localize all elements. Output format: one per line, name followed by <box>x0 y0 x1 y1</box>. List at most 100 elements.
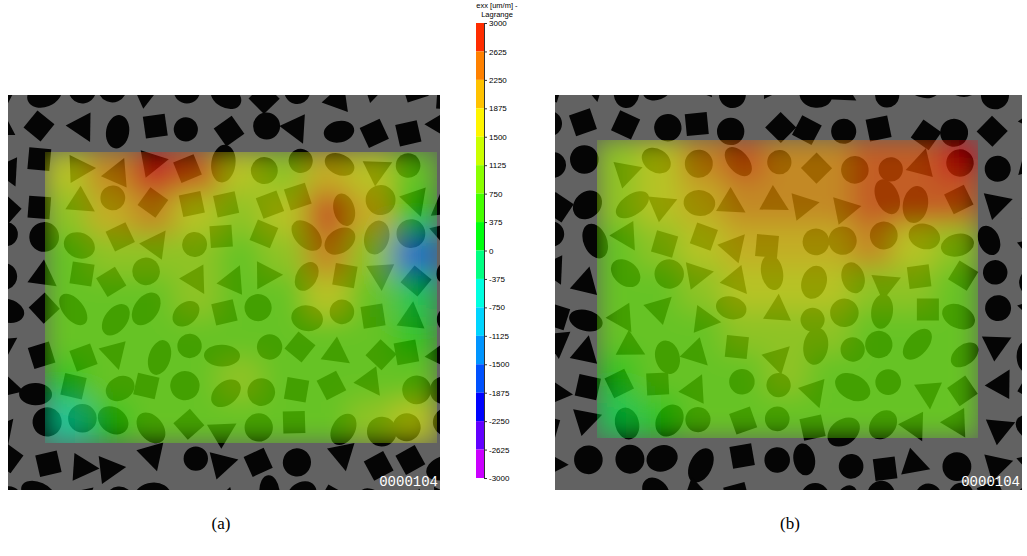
heatmap-cell <box>638 309 682 354</box>
heatmap-cell <box>723 182 767 227</box>
speckle-shape <box>555 332 573 361</box>
colorbar-tick: 2625 <box>484 47 507 56</box>
colorbar-band <box>476 194 484 222</box>
colorbar-tick-mark <box>484 194 487 195</box>
speckle-shape <box>715 95 749 112</box>
heatmap-cell <box>892 267 936 312</box>
heatmap-cell <box>131 276 177 320</box>
colorbar-tick-mark <box>484 23 487 24</box>
speckle-shape <box>1016 341 1022 374</box>
colorbar-band <box>476 336 484 364</box>
colorbar-tick: -3000 <box>484 474 510 483</box>
heatmap-cell <box>638 267 682 312</box>
speckle-shape <box>8 217 23 251</box>
heatmap-cell <box>850 267 894 312</box>
heatmap-cell <box>305 234 351 278</box>
speckle-shape <box>555 108 565 140</box>
heatmap-cell <box>88 317 134 361</box>
heatmap-cell <box>131 193 177 237</box>
colorbar-tick-mark <box>484 450 487 451</box>
speckle-shape <box>729 443 754 468</box>
colorbar-band <box>476 279 484 307</box>
heatmap-cell <box>850 182 894 227</box>
speckle-shape <box>210 487 248 490</box>
speckle-shape <box>874 95 900 108</box>
speckle-shape <box>555 303 570 331</box>
heatmap-cell <box>765 140 809 184</box>
speckle-shape <box>253 112 280 139</box>
speckle-shape <box>985 363 1022 399</box>
heatmap-cell <box>349 400 395 443</box>
heatmap-cell <box>349 317 395 361</box>
speckle-shape <box>683 444 719 487</box>
heatmap-cell <box>262 234 308 278</box>
speckle-shape <box>639 95 675 105</box>
heatmap-cell <box>175 234 221 278</box>
heatmap-cell <box>723 267 767 312</box>
speckle-shape <box>24 110 55 141</box>
colorbar-tick: -1500 <box>484 360 510 369</box>
heatmap-cell <box>349 276 395 320</box>
heatmap-cell <box>262 400 308 443</box>
speckle-shape <box>579 95 612 105</box>
heatmap-cell <box>88 234 134 278</box>
speckle-shape <box>35 451 61 477</box>
heatmap-cell <box>597 352 640 397</box>
colorbar-tick-label: 2250 <box>489 76 507 85</box>
speckle-shape <box>8 410 24 448</box>
speckle-shape <box>613 95 640 109</box>
heatmap-cell <box>681 352 725 397</box>
speckle-shape <box>555 378 574 408</box>
colorbar-band <box>476 51 484 79</box>
heatmap-cell <box>765 182 809 227</box>
speckle-shape <box>8 109 16 135</box>
speckle-shape <box>281 446 314 479</box>
speckle-shape <box>206 95 245 114</box>
heatmap-cell <box>597 224 640 269</box>
speckle-shape <box>981 95 1009 109</box>
colorbar-tick: -375 <box>484 275 506 284</box>
figure: 0000104(a)0000104(b)30002625225018751500… <box>0 0 1027 556</box>
heatmap-cell <box>808 182 852 227</box>
speckle-shape <box>66 113 103 149</box>
colorbar-tick-label: -2625 <box>489 446 510 455</box>
speckle-shape <box>8 326 25 364</box>
speckle-shape <box>100 481 139 490</box>
colorbar-band <box>476 108 484 136</box>
heatmap-cell <box>45 359 90 403</box>
heatmap-cell <box>262 359 308 403</box>
heatmap-cell <box>392 317 437 361</box>
colorbar-tick: -2250 <box>484 417 510 426</box>
heatmap-cell <box>808 140 852 184</box>
heatmap-cell <box>681 309 725 354</box>
colorbar-tick-label: 0 <box>489 247 494 256</box>
speckle-shape <box>93 95 131 107</box>
heatmap-cell <box>88 400 134 443</box>
speckle-shape <box>609 439 650 480</box>
colorbar-tick-mark <box>484 165 487 166</box>
speckle-shape <box>723 482 750 490</box>
heatmap-cell <box>850 224 894 269</box>
speckle-shape <box>754 481 791 490</box>
colorbar-tick-label: -1125 <box>489 332 509 341</box>
colorbar-tick-mark <box>484 222 487 223</box>
heatmap-cell <box>88 359 134 403</box>
heatmap-cell <box>218 276 264 320</box>
heatmap-cell <box>808 352 852 397</box>
speckle-shape <box>436 95 440 110</box>
heatmap-cell <box>935 352 978 397</box>
colorbar-tick-mark <box>484 364 487 365</box>
heatmap-cell <box>681 224 725 269</box>
heatmap-cell <box>765 309 809 354</box>
heatmap-cell <box>45 317 90 361</box>
panel-label: (b) <box>780 514 800 533</box>
heatmap-cell <box>305 276 351 320</box>
speckle-shape <box>73 453 101 483</box>
heatmap-cell <box>218 317 264 361</box>
colorbar-tick-mark <box>484 251 487 252</box>
speckle-shape <box>555 414 560 441</box>
heatmap-cell <box>218 359 264 403</box>
heatmap-cell <box>765 352 809 397</box>
heatmap-cell <box>175 276 221 320</box>
heatmap-cell <box>597 182 640 227</box>
